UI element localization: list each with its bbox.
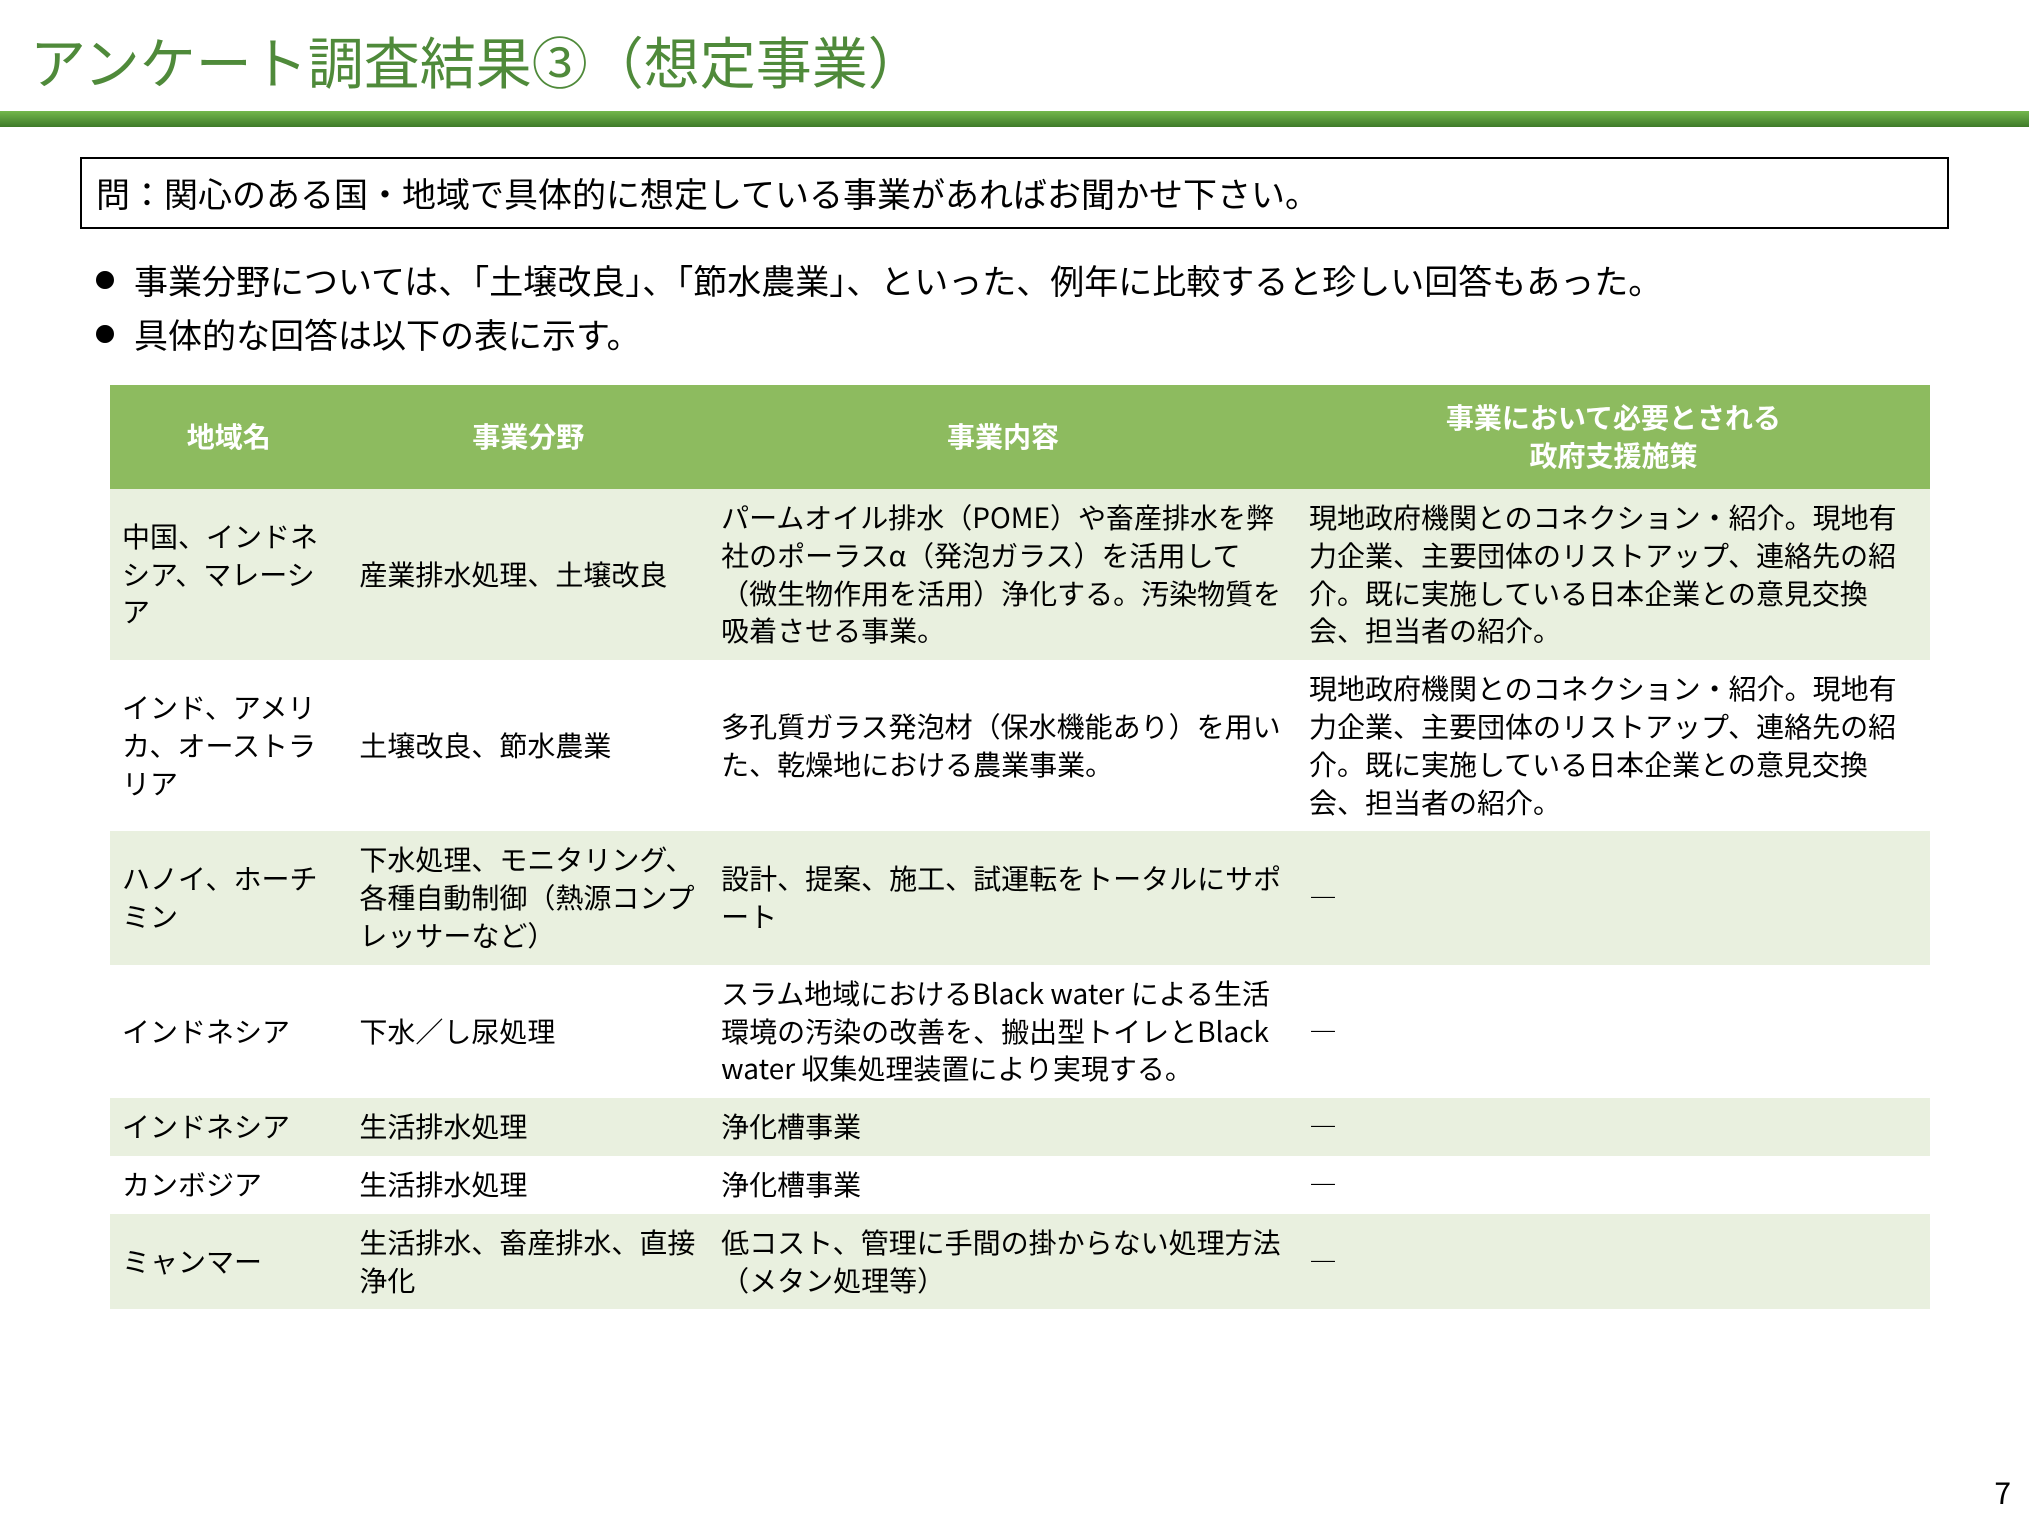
cell-gov: ―	[1297, 1098, 1930, 1156]
table-row: 中国、インドネシア、マレーシア 産業排水処理、土壌改良 パームオイル排水（POM…	[110, 489, 1930, 660]
table-row: インド、アメリカ、オーストラリア 土壌改良、節水農業 多孔質ガラス発泡材（保水機…	[110, 660, 1930, 831]
cell-business: 設計、提案、施工、試運転をトータルにサポート	[709, 831, 1297, 964]
table-row: カンボジア 生活排水処理 浄化槽事業 ―	[110, 1156, 1930, 1214]
title-underline	[0, 111, 2029, 127]
cell-region: インドネシア	[110, 1098, 347, 1156]
cell-gov: ―	[1297, 1156, 1930, 1214]
table-row: ミャンマー 生活排水、畜産排水、直接浄化 低コスト、管理に手間の掛からない処理方…	[110, 1214, 1930, 1310]
cell-field: 下水処理、モニタリング、各種自動制御（熱源コンプレッサーなど）	[347, 831, 709, 964]
bullet-item: 具体的な回答は以下の表に示す。	[90, 307, 1939, 361]
cell-business: パームオイル排水（POME）や畜産排水を弊社のポーラスα（発泡ガラス）を活用して…	[709, 489, 1297, 660]
cell-gov: ―	[1297, 965, 1930, 1098]
cell-field: 産業排水処理、土壌改良	[347, 489, 709, 660]
cell-region: インド、アメリカ、オーストラリア	[110, 660, 347, 831]
cell-region: ハノイ、ホーチミン	[110, 831, 347, 964]
cell-region: インドネシア	[110, 965, 347, 1098]
col-header-field: 事業分野	[347, 385, 709, 489]
cell-gov: 現地政府機関とのコネクション・紹介。現地有力企業、主要団体のリストアップ、連絡先…	[1297, 660, 1930, 831]
bullet-item: 事業分野については、「土壌改良」、「節水農業」、といった、例年に比較すると珍しい…	[90, 253, 1939, 307]
slide: アンケート調査結果③（想定事業） 問：関心のある国・地域で具体的に想定している事…	[0, 0, 2029, 1525]
question-box: 問：関心のある国・地域で具体的に想定している事業があればお聞かせ下さい。	[80, 157, 1949, 229]
col-header-business: 事業内容	[709, 385, 1297, 489]
cell-field: 生活排水、畜産排水、直接浄化	[347, 1214, 709, 1310]
cell-field: 生活排水処理	[347, 1098, 709, 1156]
col-header-gov: 事業において必要とされる 政府支援施策	[1297, 385, 1930, 489]
cell-gov: ―	[1297, 831, 1930, 964]
table-row: インドネシア 生活排水処理 浄化槽事業 ―	[110, 1098, 1930, 1156]
cell-field: 土壌改良、節水農業	[347, 660, 709, 831]
table-row: ハノイ、ホーチミン 下水処理、モニタリング、各種自動制御（熱源コンプレッサーなど…	[110, 831, 1930, 964]
cell-business: 浄化槽事業	[709, 1098, 1297, 1156]
cell-business: 低コスト、管理に手間の掛からない処理方法（メタン処理等）	[709, 1214, 1297, 1310]
col-header-region: 地域名	[110, 385, 347, 489]
page-number: 7	[1994, 1469, 2011, 1513]
cell-field: 下水／し尿処理	[347, 965, 709, 1098]
page-title: アンケート調査結果③（想定事業）	[0, 0, 2029, 111]
cell-region: 中国、インドネシア、マレーシア	[110, 489, 347, 660]
cell-business: スラム地域におけるBlack water による生活環境の汚染の改善を、搬出型ト…	[709, 965, 1297, 1098]
business-table: 地域名 事業分野 事業内容 事業において必要とされる 政府支援施策 中国、インド…	[110, 385, 1930, 1309]
bullet-list: 事業分野については、「土壌改良」、「節水農業」、といった、例年に比較すると珍しい…	[90, 253, 1939, 362]
table-row: インドネシア 下水／し尿処理 スラム地域におけるBlack water による生…	[110, 965, 1930, 1098]
cell-region: ミャンマー	[110, 1214, 347, 1310]
cell-business: 多孔質ガラス発泡材（保水機能あり）を用いた、乾燥地における農業事業。	[709, 660, 1297, 831]
table-header-row: 地域名 事業分野 事業内容 事業において必要とされる 政府支援施策	[110, 385, 1930, 489]
cell-region: カンボジア	[110, 1156, 347, 1214]
cell-field: 生活排水処理	[347, 1156, 709, 1214]
cell-business: 浄化槽事業	[709, 1156, 1297, 1214]
cell-gov: 現地政府機関とのコネクション・紹介。現地有力企業、主要団体のリストアップ、連絡先…	[1297, 489, 1930, 660]
cell-gov: ―	[1297, 1214, 1930, 1310]
